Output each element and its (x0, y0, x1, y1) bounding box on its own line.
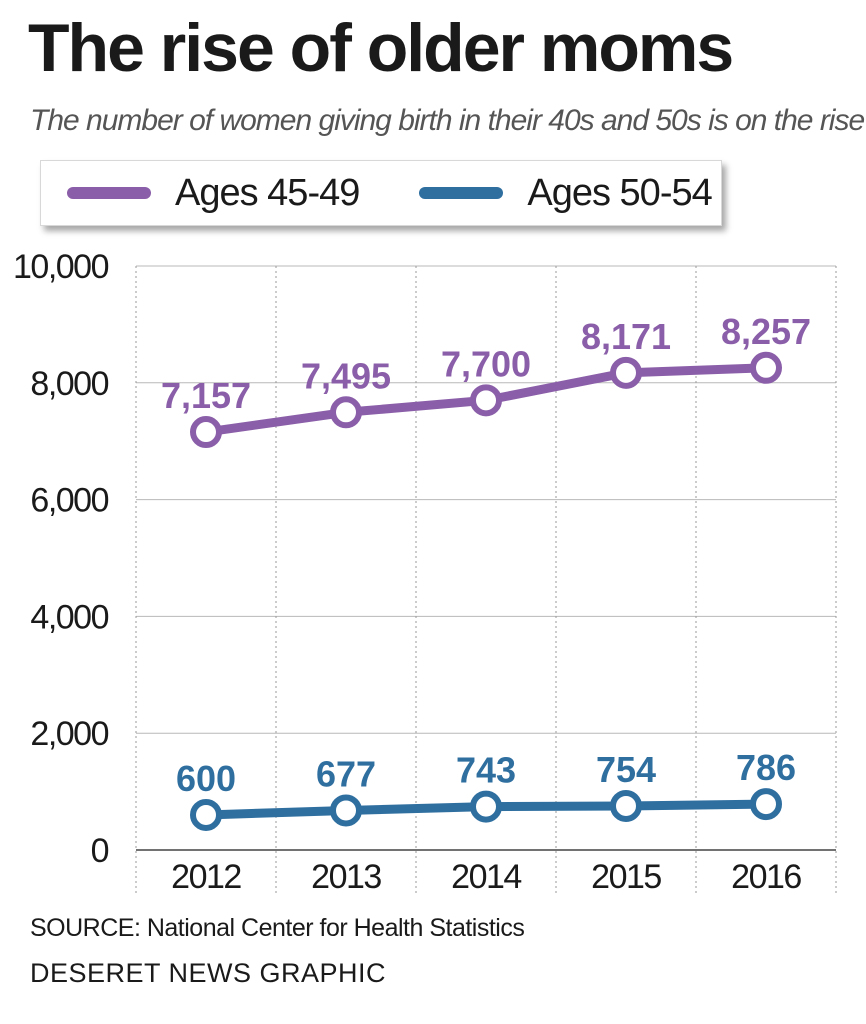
data-point (473, 794, 499, 820)
data-point (613, 793, 639, 819)
y-tick-label: 10,000 (13, 248, 109, 286)
data-label: 786 (736, 747, 796, 788)
data-label: 8,257 (721, 311, 811, 352)
data-label: 8,171 (581, 316, 671, 357)
y-tick-label: 6,000 (30, 482, 108, 520)
data-label: 600 (176, 758, 236, 799)
x-tick-label: 2012 (171, 858, 241, 896)
x-tick-label: 2015 (591, 858, 661, 896)
data-point (473, 387, 499, 413)
data-label: 677 (316, 753, 376, 794)
line-chart: 0 2,000 4,000 6,000 8,000 10,000 2012 2013 2014 2… (0, 0, 866, 1024)
y-tick-label: 2,000 (30, 715, 108, 753)
data-label: 754 (596, 749, 656, 790)
x-tick-label: 2016 (731, 858, 801, 896)
source-note: SOURCE: National Center for Health Stati… (30, 914, 524, 943)
data-point (193, 802, 219, 828)
data-point (753, 355, 779, 381)
data-point (333, 399, 359, 425)
data-point (193, 419, 219, 445)
y-tick-label: 4,000 (30, 598, 108, 636)
data-label: 743 (456, 750, 516, 791)
data-point (333, 797, 359, 823)
credit-note: DESERET NEWS GRAPHIC (30, 958, 386, 989)
x-tick-label: 2014 (451, 858, 521, 896)
data-label: 7,157 (161, 375, 251, 416)
x-tick-label: 2013 (311, 858, 381, 896)
y-tick-label: 0 (91, 832, 109, 870)
data-label: 7,495 (301, 355, 391, 396)
data-point (753, 791, 779, 817)
data-label: 7,700 (441, 343, 531, 384)
y-tick-label: 8,000 (30, 365, 108, 403)
data-point (613, 360, 639, 386)
